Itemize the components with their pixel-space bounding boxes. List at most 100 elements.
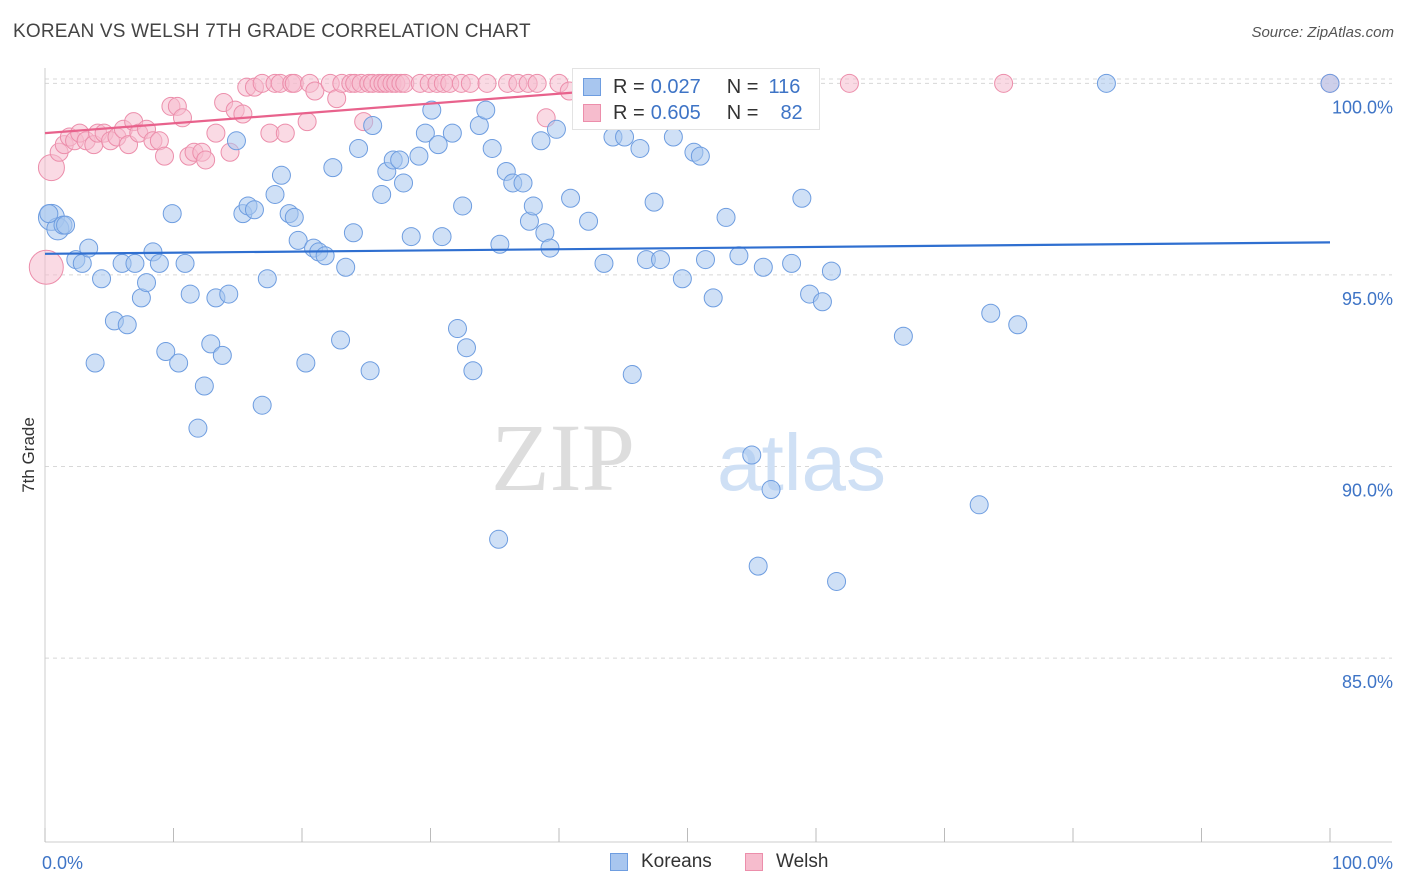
korean-trend-line <box>44 241 1331 255</box>
korean-point <box>456 338 476 358</box>
watermark-atlas: atlas <box>717 418 886 507</box>
korean-point <box>447 319 467 339</box>
korean-point <box>748 556 768 576</box>
korean-point <box>422 100 442 120</box>
korean-point <box>394 173 414 193</box>
korean-point <box>415 123 435 143</box>
korean-point <box>175 253 195 273</box>
korean-point <box>188 418 208 438</box>
welsh-point <box>155 146 175 166</box>
korean-point <box>390 150 410 170</box>
n-value: 116 <box>768 75 801 98</box>
korean-point <box>531 131 551 151</box>
korean-point <box>428 135 448 155</box>
korean-point <box>349 138 369 158</box>
korean-point <box>219 284 239 304</box>
korean-point <box>812 292 832 312</box>
korean-point <box>513 173 533 193</box>
r-label: R = <box>613 101 645 124</box>
y-tick-label: 100.0% <box>1332 97 1393 117</box>
korean-point <box>409 146 429 166</box>
grid-layer <box>45 78 1392 659</box>
korean-point <box>212 345 232 365</box>
legend-item-welsh[interactable]: Welsh <box>745 851 828 873</box>
welsh-point <box>460 73 480 93</box>
korean-point <box>1096 73 1116 93</box>
welsh-point <box>839 73 859 93</box>
n-label: N = <box>726 101 759 124</box>
korean-point <box>331 330 351 350</box>
korean-series <box>37 73 1340 591</box>
korean-point <box>149 253 169 273</box>
watermark-zip: ZIP <box>491 404 635 511</box>
korean-point <box>363 115 383 135</box>
axes-layer <box>44 68 1392 843</box>
korean-point <box>284 207 304 227</box>
korean-point <box>893 326 913 346</box>
chart-title: KOREAN VS WELSH 7TH GRADE CORRELATION CH… <box>13 21 531 42</box>
korean-point <box>703 288 723 308</box>
r-value: 0.027 <box>650 75 701 98</box>
korean-point <box>432 227 452 247</box>
korean-point <box>540 238 560 258</box>
korean-point <box>271 165 291 185</box>
y-tick-label: 85.0% <box>1342 672 1393 692</box>
korean-point <box>690 146 710 166</box>
korean-point <box>523 196 543 216</box>
welsh-swatch <box>745 853 763 871</box>
welsh-point <box>305 81 325 101</box>
korean-point <box>265 184 285 204</box>
welsh-point <box>196 150 216 170</box>
korean-point <box>372 184 392 204</box>
korean-point <box>39 204 59 224</box>
korean-point <box>137 273 157 293</box>
korean-point <box>201 334 221 354</box>
korean-point <box>489 529 509 549</box>
korean-point <box>482 138 502 158</box>
korean-point <box>969 495 989 515</box>
welsh-point <box>275 123 295 143</box>
korean-point <box>753 257 773 277</box>
korean-point <box>695 250 715 270</box>
welsh-point <box>297 112 317 132</box>
korean-point <box>729 246 749 266</box>
korean-point <box>792 188 812 208</box>
watermark: ZIP atlas <box>491 404 886 511</box>
korean-point <box>323 158 343 178</box>
korean-point <box>463 361 483 381</box>
legend-label-koreans: Koreans <box>641 851 712 872</box>
korean-point <box>162 204 182 224</box>
series-legend: Koreans Welsh <box>0 851 1406 877</box>
korean-point <box>117 315 137 335</box>
korean-point <box>821 261 841 281</box>
korean-point <box>125 253 145 273</box>
korean-point <box>782 253 802 273</box>
korean-point <box>561 188 581 208</box>
korean-point <box>169 353 189 373</box>
welsh-point <box>206 123 226 143</box>
korean-point <box>453 196 473 216</box>
korean-point <box>663 127 683 147</box>
korean-swatch <box>583 78 601 96</box>
korean-point <box>315 246 335 266</box>
korean-point <box>981 303 1001 323</box>
welsh-swatch <box>583 104 601 122</box>
r-value: 0.605 <box>650 101 701 124</box>
legend-item-koreans[interactable]: Koreans <box>610 851 712 873</box>
korean-point <box>615 127 635 147</box>
korean-point <box>476 100 496 120</box>
korean-point <box>257 269 277 289</box>
korean-point <box>401 227 421 247</box>
welsh-point <box>233 104 253 124</box>
x-tick-label-max: 100.0% <box>1332 853 1393 873</box>
korean-point <box>244 200 264 220</box>
x-tick-label-min: 0.0% <box>42 853 83 873</box>
stats-row-koreans: R = 0.027 N = 116 <box>583 74 800 100</box>
korean-point <box>716 207 736 227</box>
korean-point <box>672 269 692 289</box>
korean-point <box>336 257 356 277</box>
n-label: N = <box>726 75 759 98</box>
korean-point <box>827 571 847 591</box>
korean-point <box>92 269 112 289</box>
